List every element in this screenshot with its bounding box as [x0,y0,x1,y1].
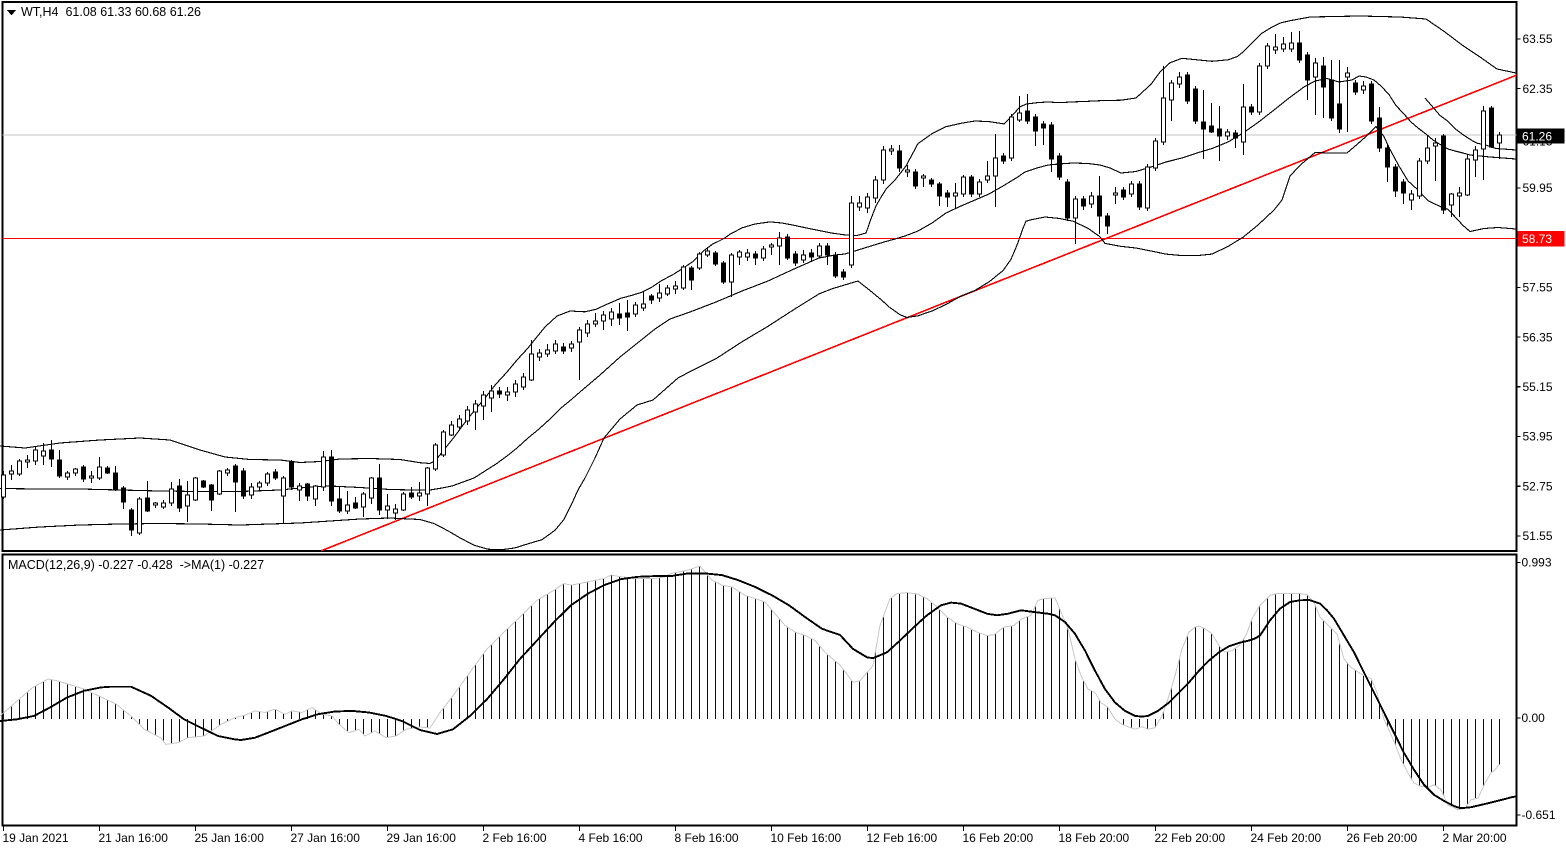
svg-text:21 Jan 16:00: 21 Jan 16:00 [99,831,169,845]
svg-text:19 Jan 2021: 19 Jan 2021 [3,831,69,845]
svg-text:51.55: 51.55 [1523,529,1553,543]
svg-text:56.35: 56.35 [1523,330,1553,344]
svg-text:59.95: 59.95 [1523,181,1553,195]
svg-text:0.993: 0.993 [1522,556,1552,570]
svg-text:16 Feb 20:00: 16 Feb 20:00 [963,831,1034,845]
svg-text:61.26: 61.26 [1522,130,1552,144]
svg-text:MACD(12,26,9) -0.227 -0.428 -: MACD(12,26,9) -0.227 -0.428 ->MA(1) -0.2… [8,558,264,572]
svg-text:24 Feb 20:00: 24 Feb 20:00 [1251,831,1322,845]
svg-text:10 Feb 16:00: 10 Feb 16:00 [771,831,842,845]
svg-text:2 Feb 16:00: 2 Feb 16:00 [483,831,547,845]
svg-text:-0.651: -0.651 [1522,808,1556,822]
svg-text:55.15: 55.15 [1523,380,1553,394]
svg-text:2 Mar 20:00: 2 Mar 20:00 [1443,831,1507,845]
svg-text:29 Jan 16:00: 29 Jan 16:00 [387,831,457,845]
svg-text:58.73: 58.73 [1522,232,1552,246]
svg-text:25 Jan 16:00: 25 Jan 16:00 [195,831,265,845]
svg-text:63.55: 63.55 [1523,32,1553,46]
svg-text:8 Feb 16:00: 8 Feb 16:00 [675,831,739,845]
svg-text:4 Feb 16:00: 4 Feb 16:00 [579,831,643,845]
svg-text:57.55: 57.55 [1523,281,1553,295]
svg-text:18 Feb 20:00: 18 Feb 20:00 [1059,831,1130,845]
svg-text:52.75: 52.75 [1523,479,1553,493]
svg-text:27 Jan 16:00: 27 Jan 16:00 [291,831,361,845]
svg-text:53.95: 53.95 [1523,430,1553,444]
svg-text:62.35: 62.35 [1523,82,1553,96]
svg-text:22 Feb 20:00: 22 Feb 20:00 [1155,831,1226,845]
svg-text:26 Feb 20:00: 26 Feb 20:00 [1347,831,1418,845]
svg-text:0.00: 0.00 [1522,711,1546,725]
svg-text:WT,H4 61.08 61.33 60.68 61.26: WT,H4 61.08 61.33 60.68 61.26 [21,5,201,19]
svg-text:12 Feb 16:00: 12 Feb 16:00 [867,831,938,845]
